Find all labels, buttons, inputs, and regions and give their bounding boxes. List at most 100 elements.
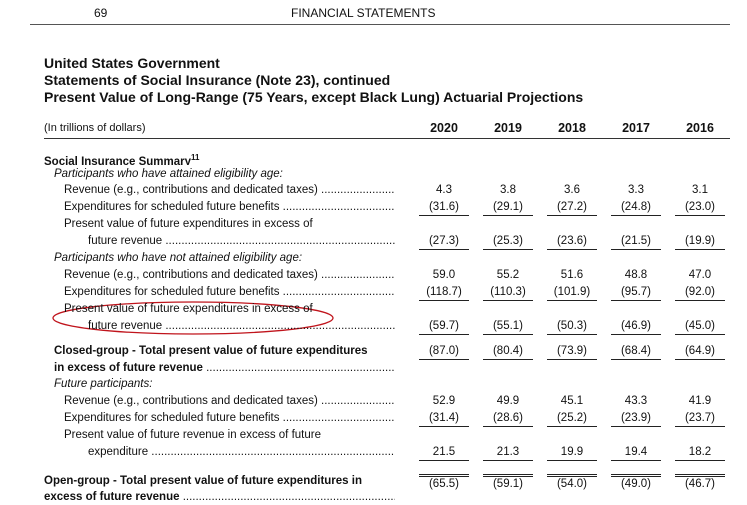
cell-value: (68.4) — [611, 344, 661, 360]
cell-value: (64.9) — [675, 344, 725, 360]
cell-value: (101.9) — [547, 285, 597, 301]
cell-value: 21.5 — [419, 445, 469, 461]
cell-value: 45.1 — [560, 395, 584, 407]
label-text: Expenditures for scheduled future benefi… — [64, 286, 280, 298]
cell-value: (80.4) — [483, 344, 533, 360]
cell-value: (28.6) — [483, 411, 533, 427]
unit: (In trillions of dollars) — [44, 122, 146, 134]
label-text: Expenditures for scheduled future benefi… — [64, 201, 280, 213]
label-text: Participants who have not attained eligi… — [54, 252, 303, 264]
cell-value: (49.0) — [611, 474, 661, 492]
row-label: Revenue (e.g., contributions and dedicat… — [64, 394, 395, 409]
cell-value: 59.0 — [432, 269, 456, 281]
title: Statements of Social Insurance (Note 23)… — [44, 72, 391, 88]
cell-value: 21.3 — [483, 445, 533, 461]
label-text: Present value of future revenue in exces… — [64, 429, 321, 441]
cell-value: 48.8 — [624, 269, 648, 281]
cell-value: 3.1 — [692, 184, 708, 196]
cell-value: (23.7) — [675, 411, 725, 427]
label-text: Revenue (e.g., contributions and dedicat… — [64, 395, 318, 407]
row-label: Social Insurance Summary11 — [44, 150, 380, 165]
cell-value: (59.7) — [419, 319, 469, 335]
cell-value: (27.2) — [547, 200, 597, 216]
row-label: Closed-group - Total present value of fu… — [54, 344, 380, 359]
cell-value: (31.4) — [419, 411, 469, 427]
cell-value: 4.3 — [436, 184, 452, 196]
cell-value: (23.0) — [675, 200, 725, 216]
header-rule — [30, 24, 730, 25]
cell-value: 18.2 — [675, 445, 725, 461]
cell-value: (46.9) — [611, 319, 661, 335]
row-label: Future participants: — [54, 377, 380, 392]
label-text: Closed-group - Total present value of fu… — [54, 345, 368, 357]
title: United States Government — [44, 55, 220, 71]
cell-value: (118.7) — [419, 285, 469, 301]
row-label: Present value of future expenditures in … — [64, 217, 380, 232]
cell-value: (23.9) — [611, 411, 661, 427]
row-label: Participants who have not attained eligi… — [54, 251, 380, 266]
cell-value: (21.5) — [611, 234, 661, 250]
cell-value: (55.1) — [483, 319, 533, 335]
label-text: future revenue — [88, 235, 163, 247]
cell-value: 41.9 — [688, 395, 712, 407]
label-text: future revenue — [88, 320, 163, 332]
cell-value: 43.3 — [624, 395, 648, 407]
row-label: Revenue (e.g., contributions and dedicat… — [64, 268, 395, 283]
row-label: Expenditures for scheduled future benefi… — [64, 200, 395, 215]
column-header: 2016 — [686, 121, 714, 135]
cell-value: 47.0 — [688, 269, 712, 281]
cell-value: 52.9 — [432, 395, 456, 407]
row-label: excess of future revenue — [44, 490, 395, 505]
row-label: Open-group - Total present value of futu… — [44, 474, 380, 489]
page-number: 69 — [94, 6, 108, 20]
cell-value: (54.0) — [547, 474, 597, 492]
cell-value: (73.9) — [547, 344, 597, 360]
cell-value: (59.1) — [483, 474, 533, 492]
rule — [44, 138, 730, 139]
column-header: 2018 — [558, 121, 586, 135]
cell-value: (92.0) — [675, 285, 725, 301]
row-label: Participants who have attained eligibili… — [54, 167, 380, 182]
column-header: 2020 — [430, 121, 458, 135]
row-label: in excess of future revenue — [54, 361, 395, 376]
cell-value: (19.9) — [675, 234, 725, 250]
cell-value: (27.3) — [419, 234, 469, 250]
cell-value: (23.6) — [547, 234, 597, 250]
row-label: Present value of future expenditures in … — [64, 302, 380, 317]
cell-value: 3.8 — [500, 184, 516, 196]
cell-value: (95.7) — [611, 285, 661, 301]
label-text: excess of future revenue — [44, 491, 180, 503]
label-text: Revenue (e.g., contributions and dedicat… — [64, 269, 318, 281]
cell-value: (50.3) — [547, 319, 597, 335]
cell-value: 51.6 — [560, 269, 584, 281]
label-text: Expenditures for scheduled future benefi… — [64, 412, 280, 424]
cell-value: (31.6) — [419, 200, 469, 216]
cell-value: 3.3 — [628, 184, 644, 196]
row-label: future revenue — [88, 319, 395, 334]
cell-value: (25.2) — [547, 411, 597, 427]
cell-value: 19.4 — [611, 445, 661, 461]
cell-value: (24.8) — [611, 200, 661, 216]
column-header: 2017 — [622, 121, 650, 135]
label-text: Revenue (e.g., contributions and dedicat… — [64, 184, 318, 196]
cell-value: (65.5) — [419, 474, 469, 492]
label-text: Future participants: — [54, 378, 153, 390]
cell-value: (46.7) — [675, 474, 725, 492]
highlight-circle — [52, 301, 334, 335]
section-title: FINANCIAL STATEMENTS — [291, 6, 436, 20]
row-label: future revenue — [88, 234, 395, 249]
row-label: Expenditures for scheduled future benefi… — [64, 411, 395, 426]
row-label: Revenue (e.g., contributions and dedicat… — [64, 183, 395, 198]
label-text: expenditure — [88, 446, 149, 458]
column-header: 2019 — [494, 121, 522, 135]
row-label: Expenditures for scheduled future benefi… — [64, 285, 395, 300]
label-text: Present value of future expenditures in … — [64, 218, 313, 230]
cell-value: (29.1) — [483, 200, 533, 216]
cell-value: (87.0) — [419, 344, 469, 360]
cell-value: (110.3) — [483, 285, 533, 301]
row-label: expenditure — [88, 445, 395, 460]
cell-value: (25.3) — [483, 234, 533, 250]
title: Present Value of Long-Range (75 Years, e… — [44, 89, 584, 105]
